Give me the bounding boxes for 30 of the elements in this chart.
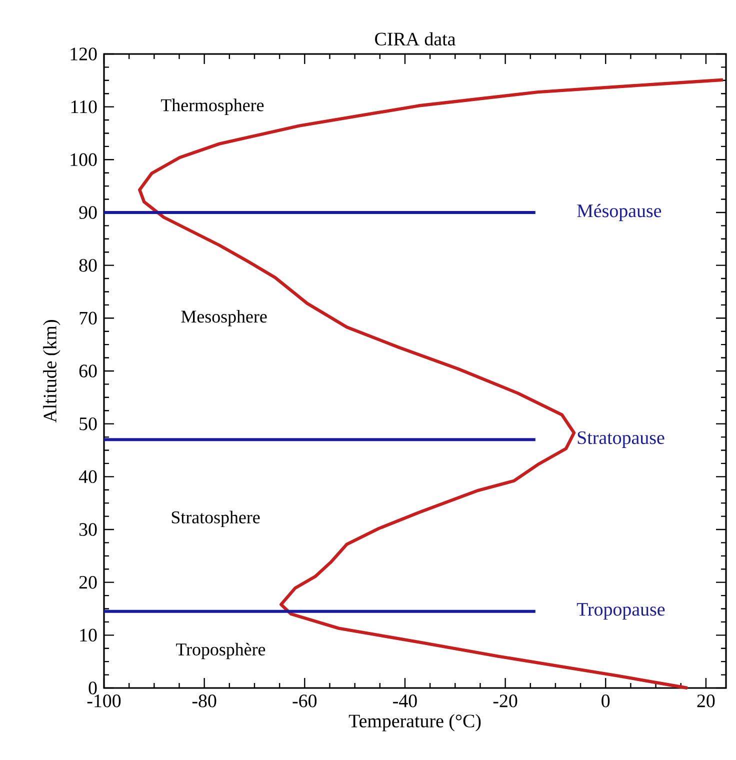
y-tick-label: 70 [80, 312, 97, 325]
x-tick-label: -80 [192, 694, 216, 708]
annotation: Stratosphere [172, 510, 260, 528]
y-tick-label: 60 [79, 364, 97, 378]
y-tick-label: 120 [70, 48, 97, 60]
x-tick-label: -60 [292, 694, 317, 708]
y-tick-label: 50 [80, 417, 97, 430]
text: Tropopause [576, 603, 665, 620]
y-tick-label: 30 [79, 523, 97, 536]
y-tick-label: 0 [88, 682, 97, 694]
x-tick-label: 20 [697, 694, 715, 708]
x-tick-label: 0 [602, 694, 610, 708]
y-tick-label: 80 [79, 258, 97, 272]
x-axis-title: Temperature (°C) [348, 714, 481, 732]
text: Stratopause [578, 431, 664, 448]
y-tick-label: 20 [79, 576, 97, 589]
x-tick-label: -100 [87, 694, 121, 708]
annotation: Mesosphere [181, 310, 267, 326]
y-tick-label: 10 [80, 628, 97, 642]
x-tick-label: -20 [493, 694, 518, 708]
annotation: Thermosphere [161, 98, 264, 115]
y-tick-label: 90 [79, 206, 97, 219]
y-tick-label: 100 [70, 153, 97, 166]
x-tick-label: -40 [393, 694, 417, 708]
y-axis-title: Altitude (km) [43, 320, 60, 423]
y-tick-label: 40 [78, 470, 97, 484]
chart-title: CIRA data [375, 32, 456, 46]
annotation: Troposphère [176, 642, 266, 660]
text: Mésopause [577, 204, 662, 222]
y-tick-label: 110 [71, 100, 97, 114]
